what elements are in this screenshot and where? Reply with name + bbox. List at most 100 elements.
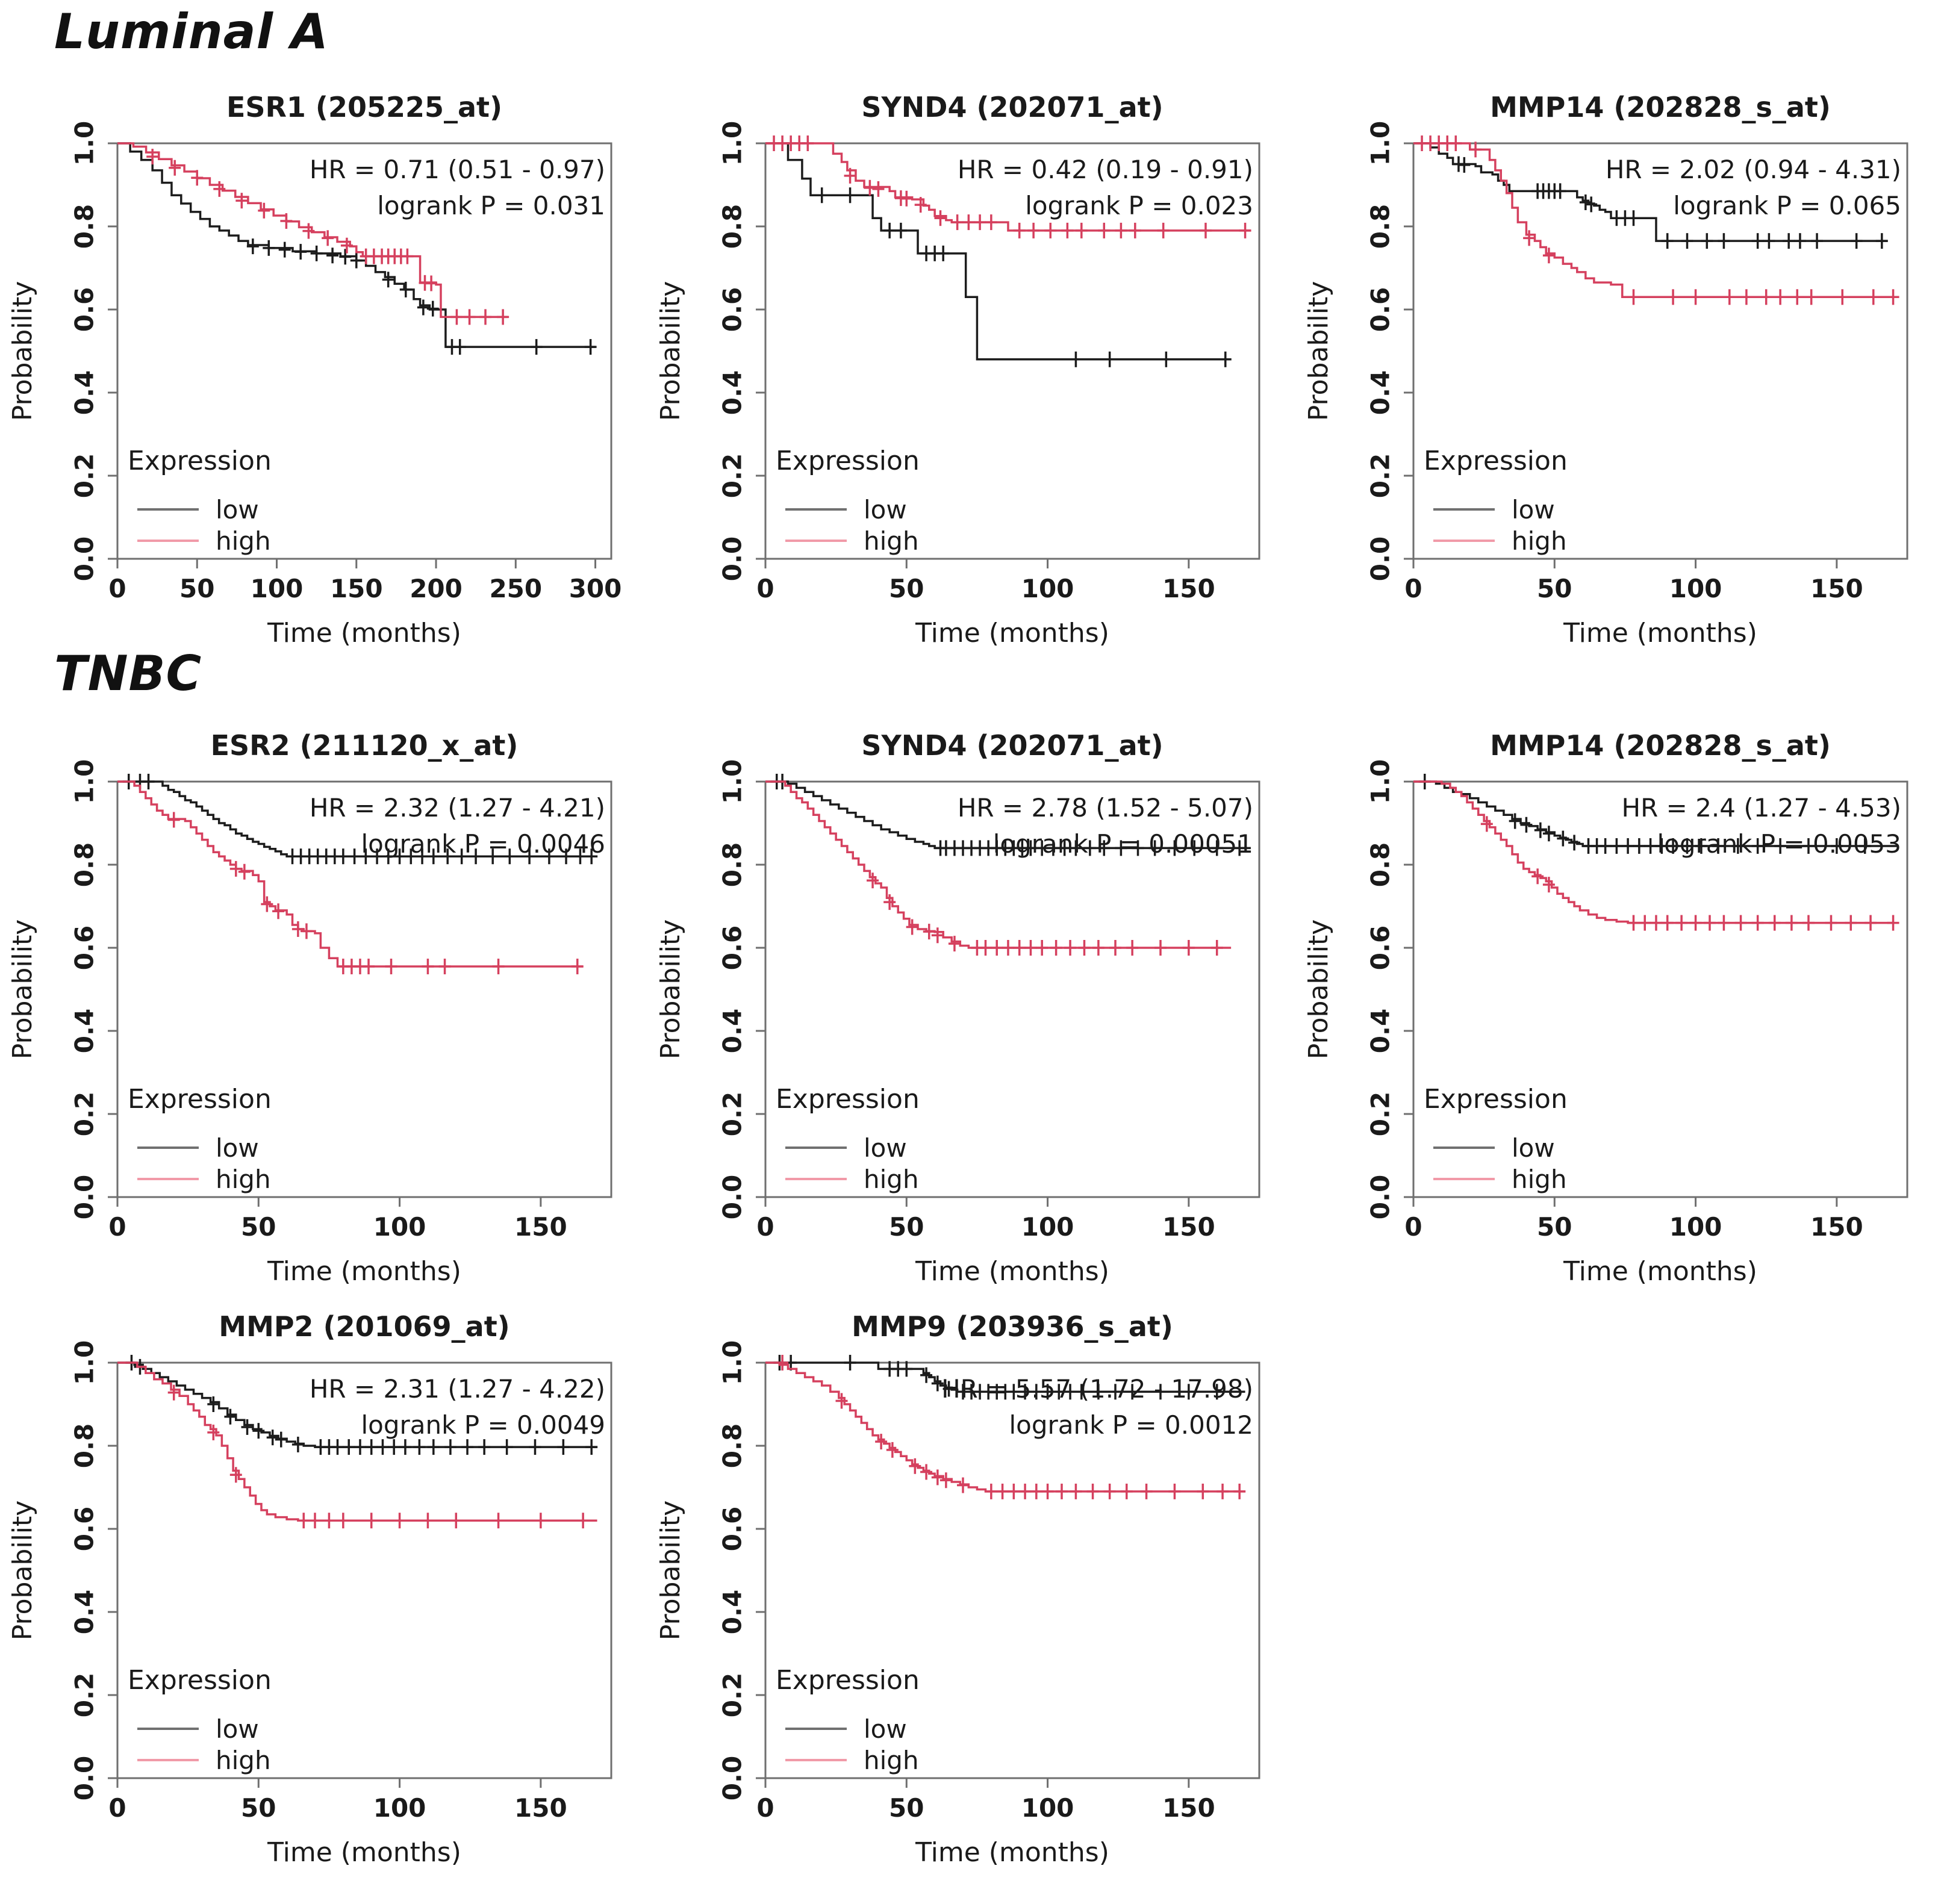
y-tick-label: 0.6 bbox=[70, 926, 99, 970]
plot-title: ESR1 (205225_at) bbox=[226, 91, 502, 123]
logrank-annotation: logrank P = 0.0012 bbox=[1009, 1410, 1253, 1440]
x-axis-label: Time (months) bbox=[1563, 1256, 1757, 1287]
km-curve-high bbox=[117, 1361, 597, 1522]
y-tick-label: 0.2 bbox=[718, 1673, 747, 1717]
x-tick-label: 50 bbox=[241, 1793, 276, 1823]
y-tick-label: 0.0 bbox=[70, 537, 99, 581]
logrank-annotation: logrank P = 0.0049 bbox=[361, 1410, 605, 1440]
section-header-luminal-a: Luminal A bbox=[54, 4, 329, 60]
y-axis-label: Probability bbox=[655, 1501, 686, 1641]
y-tick-label: 0.8 bbox=[70, 842, 99, 887]
km-plot: MMP9 (203936_s_at) 0.0 0.2 0.4 0.6 0.8 1.0 0 50 1… bbox=[655, 1310, 1260, 1868]
legend-title: Expression bbox=[1424, 446, 1568, 476]
km-plot: MMP2 (201069_at) 0.0 0.2 0.4 0.6 0.8 1.0 0 50 100… bbox=[7, 1310, 612, 1868]
y-tick-label: 0.4 bbox=[70, 1590, 99, 1634]
y-axis-label: Probability bbox=[7, 1501, 38, 1641]
plot-frame bbox=[1412, 142, 1908, 560]
legend-label-high: high bbox=[864, 1165, 919, 1194]
legend-label-high: high bbox=[216, 526, 271, 556]
y-axis-label: Probability bbox=[655, 919, 686, 1060]
km-curve-high bbox=[1413, 780, 1893, 924]
y-tick-label: 0.4 bbox=[1366, 370, 1395, 415]
plot-title: SYND4 (202071_at) bbox=[861, 729, 1163, 762]
km-curve-low bbox=[765, 142, 1232, 361]
x-axis-label: Time (months) bbox=[267, 618, 461, 649]
km-curve-low bbox=[1413, 142, 1888, 242]
legend-title: Expression bbox=[776, 1665, 920, 1696]
hr-annotation: HR = 2.02 (0.94 - 4.31) bbox=[1606, 155, 1901, 184]
x-tick-label: 100 bbox=[1021, 574, 1074, 603]
x-tick-label: 100 bbox=[373, 1212, 426, 1242]
x-tick-label: 100 bbox=[251, 574, 304, 603]
x-tick-label: 0 bbox=[1404, 574, 1422, 603]
km-plot-cell-esr2-tnbc: ESR2 (211120_x_at) 0.0 0.2 0.4 0.6 0.8 1.0 0 50 1… bbox=[0, 715, 648, 1321]
y-axis-label: Probability bbox=[1303, 919, 1334, 1060]
plot-title: MMP9 (203936_s_at) bbox=[852, 1310, 1173, 1343]
km-plot: MMP14 (202828_s_at) 0.0 0.2 0.4 0.6 0.8 1.0 0 50… bbox=[1303, 91, 1908, 649]
plot-title: SYND4 (202071_at) bbox=[861, 91, 1163, 123]
y-axis-label: Probability bbox=[1303, 281, 1334, 422]
km-plot: SYND4 (202071_at) 0.0 0.2 0.4 0.6 0.8 1.0 0 50 10… bbox=[655, 91, 1260, 649]
x-tick-label: 150 bbox=[1810, 1212, 1863, 1242]
km-plot-cell-mmp14-luminal-a: MMP14 (202828_s_at) 0.0 0.2 0.4 0.6 0.8 1.0 0 50… bbox=[1296, 77, 1944, 682]
y-tick-label: 1.0 bbox=[718, 1340, 747, 1385]
x-tick-label: 0 bbox=[756, 1212, 774, 1242]
logrank-annotation: logrank P = 0.023 bbox=[1025, 191, 1253, 220]
legend-label-low: low bbox=[216, 495, 259, 524]
x-tick-label: 300 bbox=[569, 574, 622, 603]
x-axis-label: Time (months) bbox=[915, 1256, 1109, 1287]
y-tick-label: 0.0 bbox=[1366, 1175, 1395, 1219]
y-axis-label: Probability bbox=[655, 281, 686, 422]
hr-annotation: HR = 2.4 (1.27 - 4.53) bbox=[1622, 793, 1901, 823]
plot-frame bbox=[1412, 780, 1908, 1198]
km-plot-cell-mmp9-tnbc: MMP9 (203936_s_at) 0.0 0.2 0.4 0.6 0.8 1.0 0 50 1… bbox=[648, 1296, 1296, 1902]
y-tick-label: 0.8 bbox=[1366, 842, 1395, 887]
logrank-annotation: logrank P = 0.0053 bbox=[1657, 829, 1901, 859]
legend-title: Expression bbox=[776, 1084, 920, 1115]
y-axis-label: Probability bbox=[7, 281, 38, 422]
y-tick-label: 0.0 bbox=[1366, 537, 1395, 581]
hr-annotation: HR = 0.71 (0.51 - 0.97) bbox=[310, 155, 605, 184]
plot-frame bbox=[116, 780, 612, 1198]
y-tick-label: 0.0 bbox=[718, 1175, 747, 1219]
y-tick-label: 0.2 bbox=[70, 453, 99, 498]
y-tick-label: 0.4 bbox=[718, 370, 747, 415]
x-tick-label: 150 bbox=[1162, 1212, 1215, 1242]
y-tick-label: 0.6 bbox=[718, 287, 747, 332]
x-tick-label: 150 bbox=[514, 1212, 567, 1242]
x-tick-label: 50 bbox=[1537, 1212, 1572, 1242]
x-tick-label: 150 bbox=[514, 1793, 567, 1823]
y-tick-label: 1.0 bbox=[1366, 759, 1395, 804]
y-tick-label: 0.6 bbox=[70, 287, 99, 332]
x-tick-label: 0 bbox=[756, 574, 774, 603]
x-axis-label: Time (months) bbox=[1563, 618, 1757, 649]
x-tick-label: 200 bbox=[410, 574, 463, 603]
y-tick-label: 0.0 bbox=[718, 1756, 747, 1800]
x-tick-label: 150 bbox=[1162, 1793, 1215, 1823]
y-tick-label: 0.6 bbox=[70, 1507, 99, 1551]
x-tick-label: 0 bbox=[1404, 1212, 1422, 1242]
x-tick-label: 100 bbox=[1669, 1212, 1722, 1242]
x-tick-label: 50 bbox=[179, 574, 214, 603]
x-axis-label: Time (months) bbox=[915, 618, 1109, 649]
plot-title: MMP14 (202828_s_at) bbox=[1490, 729, 1831, 762]
plot-frame bbox=[764, 780, 1260, 1198]
section-header-tnbc: TNBC bbox=[54, 646, 202, 702]
y-tick-label: 0.2 bbox=[1366, 1092, 1395, 1136]
legend-label-high: high bbox=[1512, 1165, 1567, 1194]
km-curve-high bbox=[1413, 142, 1899, 299]
hr-annotation: HR = 2.78 (1.52 - 5.07) bbox=[958, 793, 1253, 823]
y-tick-label: 1.0 bbox=[718, 121, 747, 166]
legend-label-high: high bbox=[1512, 526, 1567, 556]
km-curve-low bbox=[765, 780, 1251, 850]
logrank-annotation: logrank P = 0.065 bbox=[1673, 191, 1901, 220]
x-tick-label: 50 bbox=[1537, 574, 1572, 603]
plot-frame bbox=[764, 1361, 1260, 1779]
legend-label-low: low bbox=[216, 1714, 259, 1744]
y-tick-label: 0.4 bbox=[70, 370, 99, 415]
y-tick-label: 1.0 bbox=[1366, 121, 1395, 166]
y-tick-label: 0.6 bbox=[718, 926, 747, 970]
x-tick-label: 0 bbox=[108, 1793, 126, 1823]
y-tick-label: 0.8 bbox=[1366, 204, 1395, 249]
y-tick-label: 0.4 bbox=[718, 1590, 747, 1634]
